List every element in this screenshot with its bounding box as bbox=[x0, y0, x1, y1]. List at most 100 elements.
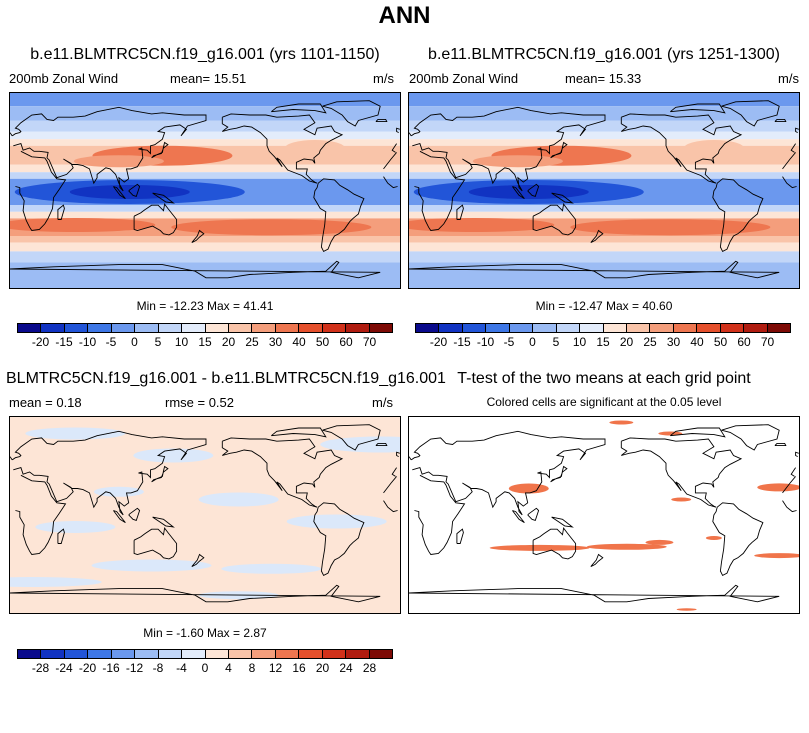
wind-colorbar-swatch bbox=[252, 324, 276, 332]
coastline-africa bbox=[782, 500, 797, 513]
wind-band bbox=[10, 164, 400, 173]
jet-core bbox=[570, 219, 771, 236]
wind-colorbar-swatch bbox=[135, 324, 159, 332]
jet-core bbox=[171, 219, 372, 236]
diff-colorbar-swatch bbox=[252, 650, 276, 658]
coastline-japan bbox=[151, 465, 169, 483]
coastline-n-america bbox=[620, 437, 743, 508]
wind-band bbox=[10, 242, 400, 252]
wind-colorbar-tick-label: 0 bbox=[131, 335, 138, 349]
wind-colorbar-swatch bbox=[18, 324, 42, 332]
wind-colorbar-tick-label: 30 bbox=[666, 335, 681, 349]
significant-cell bbox=[676, 608, 697, 611]
wind-band bbox=[409, 93, 799, 107]
diff-colorbar-swatch bbox=[299, 650, 323, 658]
panel-3-minmax: Min = -1.60 Max = 2.87 bbox=[143, 626, 267, 640]
coastline-africa bbox=[782, 152, 796, 170]
significant-cell bbox=[645, 539, 674, 545]
coastline-eurasia bbox=[790, 467, 796, 477]
panel-3-units-label: m/s bbox=[372, 395, 393, 410]
coastline-africa bbox=[383, 176, 398, 189]
panel-1-colorbar bbox=[17, 323, 393, 333]
panel-3-colorbar-labels: -28 -24 -20 -16 -12 -8 -4 0 4 8 12 16 20 24 28 bbox=[17, 661, 381, 675]
panel-2-mean-label: mean= 15.33 bbox=[565, 71, 642, 86]
significant-cell bbox=[586, 543, 667, 550]
wind-colorbar-tick-label: -5 bbox=[105, 335, 117, 349]
diff-negative-area bbox=[35, 521, 116, 533]
wind-colorbar-swatch bbox=[346, 324, 370, 332]
coastline-uk bbox=[10, 132, 13, 137]
wind-colorbar-swatch bbox=[744, 324, 768, 332]
coastline-s-america bbox=[313, 178, 365, 253]
wind-colorbar-tick-label: 60 bbox=[339, 335, 353, 349]
panel-2-colorbar-labels: -20 -15 -10 -5 0 5 10 15 20 25 30 40 50 60 70 bbox=[415, 335, 779, 349]
coastline-n-america bbox=[620, 113, 743, 184]
wind-colorbar-tick-label: 10 bbox=[174, 335, 189, 349]
wind-colorbar-tick-label: 15 bbox=[198, 335, 212, 349]
wind-colorbar-swatch bbox=[64, 324, 89, 332]
wind-band bbox=[10, 211, 400, 219]
coastline-madagascar bbox=[57, 204, 65, 220]
significant-cell bbox=[705, 536, 722, 540]
coastline-eurasia bbox=[410, 430, 606, 516]
coastline-s-america bbox=[712, 178, 764, 253]
wind-colorbar-swatch bbox=[626, 324, 651, 332]
wind-colorbar-tick-label: 50 bbox=[713, 335, 728, 349]
wind-band bbox=[409, 251, 799, 263]
coastlines bbox=[409, 100, 799, 279]
jet-core bbox=[472, 155, 563, 168]
coastline-africa bbox=[414, 150, 466, 231]
wind-colorbar-tick-label: -10 bbox=[476, 335, 495, 349]
wind-colorbar-swatch bbox=[41, 324, 65, 332]
diff-colorbar-swatch bbox=[369, 650, 392, 658]
wind-colorbar-tick-label: 50 bbox=[315, 335, 330, 349]
diff-colorbar-swatch bbox=[322, 650, 347, 658]
coastline-canadian-arctic bbox=[271, 103, 327, 114]
wind-colorbar-tick-label: 5 bbox=[154, 335, 162, 349]
coastline-greenland bbox=[721, 424, 780, 451]
wind-band bbox=[10, 131, 400, 140]
wind-colorbar-swatch bbox=[228, 324, 253, 332]
significant-cell bbox=[609, 420, 634, 425]
diff-negative-area bbox=[320, 436, 400, 453]
panel-3-colorbar bbox=[17, 649, 393, 659]
coastline-australia bbox=[133, 202, 178, 236]
diff-colorbar-swatch bbox=[88, 650, 112, 658]
diff-negative-area bbox=[198, 492, 279, 507]
panel-4-map bbox=[408, 416, 800, 614]
wind-colorbar-tick-label: -10 bbox=[78, 335, 97, 349]
wind-colorbar-swatch bbox=[462, 324, 487, 332]
coastline-africa bbox=[414, 474, 466, 555]
wind-band bbox=[409, 242, 799, 252]
coastline-sumatra bbox=[512, 186, 525, 199]
coastline-borneo bbox=[128, 507, 141, 521]
panel-2-map bbox=[408, 92, 800, 289]
wind-band bbox=[409, 205, 799, 212]
wind-colorbar-tick-label: 0 bbox=[529, 335, 536, 349]
coastline-new-guinea bbox=[551, 516, 574, 528]
wind-colorbar-tick-label: 15 bbox=[596, 335, 610, 349]
diff-negative-area bbox=[10, 577, 102, 587]
coastline-uk bbox=[409, 456, 412, 461]
diff-colorbar-tick-label: -12 bbox=[125, 661, 144, 675]
panel-1-units-label: m/s bbox=[373, 71, 394, 86]
coastline-borneo bbox=[527, 183, 540, 197]
wind-band bbox=[10, 93, 400, 107]
wind-colorbar-tick-label: 40 bbox=[292, 335, 306, 349]
diff-colorbar-tick-label: -20 bbox=[78, 661, 97, 675]
wind-band bbox=[10, 172, 400, 179]
coastline-antarctica bbox=[10, 584, 381, 603]
coastline-australia bbox=[532, 526, 577, 560]
diff-colorbar-swatch bbox=[205, 650, 229, 658]
coastline-uk bbox=[10, 456, 13, 461]
panel-1-map bbox=[9, 92, 401, 289]
panel-1-title: b.e11.BLMTRC5CN.f19_g16.001 (yrs 1101-11… bbox=[30, 46, 380, 63]
wind-colorbar-swatch bbox=[720, 324, 745, 332]
coastline-japan bbox=[550, 465, 568, 483]
wind-band bbox=[409, 236, 799, 243]
coastline-greenland bbox=[322, 424, 381, 451]
wind-colorbar-tick-label: 70 bbox=[760, 335, 775, 349]
coastline-greenland bbox=[721, 100, 780, 127]
panel-1-variable-label: 200mb Zonal Wind bbox=[9, 71, 119, 86]
wind-band bbox=[409, 164, 799, 173]
